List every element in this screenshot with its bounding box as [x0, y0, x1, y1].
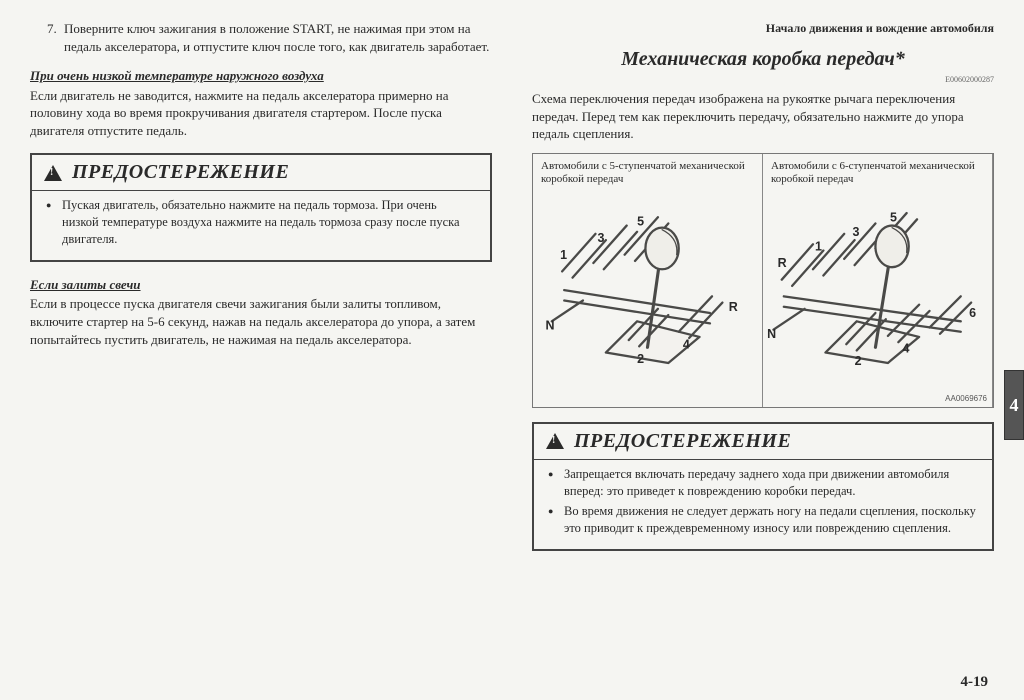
- svg-text:2: 2: [855, 354, 862, 368]
- svg-text:4: 4: [683, 337, 690, 351]
- caution-body: Пуская двигатель, обязательно нажмите на…: [32, 191, 490, 260]
- step-7: Поверните ключ зажигания в положение STA…: [60, 20, 492, 55]
- left-column: Поверните ключ зажигания в положение STA…: [30, 20, 492, 565]
- svg-text:3: 3: [598, 231, 605, 245]
- svg-text:2: 2: [637, 352, 644, 366]
- caution-box-left: ПРЕДОСТЕРЕЖЕНИЕ Пуская двигатель, обязат…: [30, 153, 492, 262]
- caution-title: ПРЕДОСТЕРЕЖЕНИЕ: [32, 155, 490, 191]
- gearbox-6speed: Автомобили с 6-ступенчатой механической …: [763, 154, 993, 407]
- caution-item: Во время движения не следует держать ног…: [548, 503, 978, 537]
- fig5-caption: Автомобили с 5-ступенчатой механической …: [541, 160, 754, 188]
- chapter-tab: 4: [1004, 370, 1024, 440]
- flooded-heading: Если залиты свечи: [30, 276, 492, 294]
- gearbox-figure: Автомобили с 5-ступенчатой механической …: [532, 153, 994, 408]
- flooded-body: Если в процессе пуска двигателя свечи за…: [30, 295, 492, 348]
- caution-title: ПРЕДОСТЕРЕЖЕНИЕ: [534, 424, 992, 460]
- svg-text:N: N: [767, 327, 776, 341]
- intro-text: Схема переключения передач изображена на…: [532, 90, 994, 143]
- page-number: 4-19: [961, 672, 989, 692]
- svg-text:R: R: [778, 256, 787, 270]
- svg-text:5: 5: [637, 214, 644, 228]
- reference-code: E00602000287: [532, 75, 994, 86]
- gear-5-diagram: 1 3 5 2 4 R N: [533, 194, 762, 407]
- caution-item: Пуская двигатель, обязательно нажмите на…: [46, 197, 476, 248]
- svg-text:6: 6: [969, 306, 976, 320]
- page-header: Начало движения и вождение автомобиля: [532, 20, 994, 36]
- caution-item: Запрещается включать передачу заднего хо…: [548, 466, 978, 500]
- svg-text:5: 5: [890, 210, 897, 224]
- cold-heading: При очень низкой температуре наружного в…: [30, 67, 492, 85]
- procedure-list: Поверните ключ зажигания в положение STA…: [50, 20, 492, 55]
- warning-triangle-icon: [546, 433, 564, 449]
- caution-title-text: ПРЕДОСТЕРЕЖЕНИЕ: [72, 159, 289, 186]
- gearbox-5speed: Автомобили с 5-ступенчатой механической …: [533, 154, 763, 407]
- caution-box-right: ПРЕДОСТЕРЕЖЕНИЕ Запрещается включать пер…: [532, 422, 994, 552]
- svg-text:N: N: [545, 318, 554, 332]
- cold-body: Если двигатель не заводится, нажмите на …: [30, 87, 492, 140]
- section-title: Механическая коробка передач*: [532, 46, 994, 73]
- warning-triangle-icon: [44, 165, 62, 181]
- gear-6-diagram: R 1 3 5 2 4 6 N: [763, 194, 992, 407]
- right-column: Начало движения и вождение автомобиля Ме…: [532, 20, 994, 565]
- figure-code: AA0069676: [945, 394, 987, 405]
- manual-page: Поверните ключ зажигания в положение STA…: [30, 20, 994, 565]
- svg-text:1: 1: [815, 239, 822, 253]
- svg-text:1: 1: [560, 247, 567, 261]
- caution-body: Запрещается включать передачу заднего хо…: [534, 460, 992, 550]
- caution-title-text: ПРЕДОСТЕРЕЖЕНИЕ: [574, 428, 791, 455]
- svg-text:3: 3: [853, 225, 860, 239]
- fig6-caption: Автомобили с 6-ступенчатой механической …: [771, 160, 984, 188]
- svg-text:R: R: [729, 300, 738, 314]
- svg-text:4: 4: [902, 341, 909, 355]
